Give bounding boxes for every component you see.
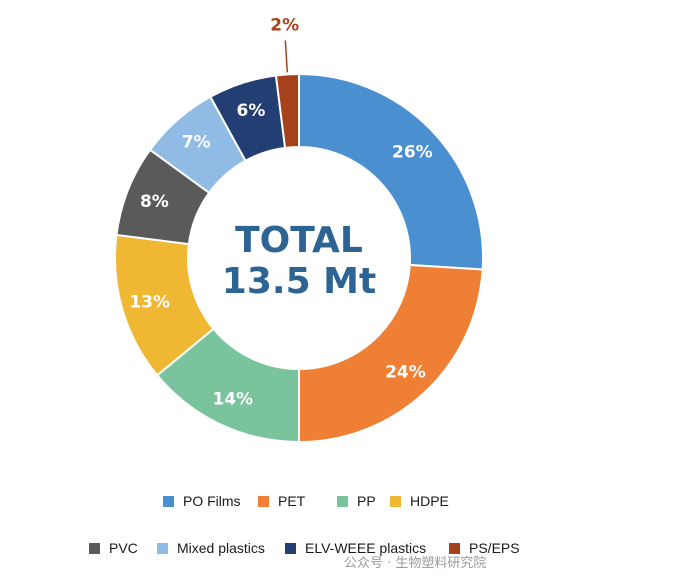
- legend-swatch: [163, 495, 174, 507]
- slice-label-pp: 14%: [212, 390, 253, 410]
- legend-item-elv-weee-plastics: ELV-WEEE plastics: [285, 540, 426, 556]
- legend-item-pet: PET: [258, 493, 305, 509]
- legend-item-po-films: PO Films: [163, 493, 241, 509]
- legend-item-hdpe: HDPE: [390, 493, 449, 509]
- slice-label-po-films: 26%: [392, 143, 433, 163]
- slice-ps-eps: [274, 72, 300, 149]
- legend-item-pp: PP: [337, 493, 376, 509]
- legend-label: Mixed plastics: [177, 540, 265, 556]
- legend-label: PVC: [109, 540, 138, 556]
- legend-swatch: [449, 542, 460, 554]
- watermark-text: 公众号 · 生物塑料研究院: [344, 556, 487, 571]
- legend-item-mixed-plastics: Mixed plastics: [157, 540, 265, 556]
- legend-label: ELV-WEEE plastics: [305, 540, 427, 556]
- slice-label-hdpe: 13%: [129, 292, 170, 312]
- slice-label-pet: 24%: [385, 362, 426, 382]
- slice-pet: [298, 263, 484, 444]
- legend-swatch: [89, 542, 100, 554]
- leader-line: [284, 40, 289, 73]
- slice-po-films: [298, 72, 484, 271]
- legend-swatch: [258, 495, 269, 507]
- slice-label-pvc: 8%: [140, 192, 169, 212]
- watermark: 公众号 · 生物塑料研究院: [344, 552, 486, 571]
- slice-label-mixed-plastics: 7%: [182, 132, 211, 152]
- legend-swatch: [285, 542, 296, 554]
- legend-swatch: [390, 495, 401, 507]
- center-total-label: TOTAL: [235, 220, 363, 261]
- legend-label: HDPE: [410, 493, 449, 509]
- legend-label: PP: [357, 493, 376, 509]
- slice-label-ps-eps: 2%: [270, 15, 299, 35]
- legend-label: PS/EPS: [469, 540, 520, 556]
- legend-label: PET: [278, 493, 306, 509]
- legend-swatch: [157, 542, 168, 554]
- donut-slices: [114, 72, 484, 444]
- center-total-value: 13.5 Mt: [222, 261, 376, 302]
- donut-slice-labels: 26% 24% 14% 13% 8% 7% 6% 2%: [129, 15, 432, 409]
- legend-item-ps-eps: PS/EPS: [449, 540, 520, 556]
- legend-item-pvc: PVC: [89, 540, 138, 556]
- legend-label: PO Films: [183, 493, 241, 509]
- legend-swatch: [337, 495, 348, 507]
- slice-label-elv-weee-plastics: 6%: [237, 101, 266, 121]
